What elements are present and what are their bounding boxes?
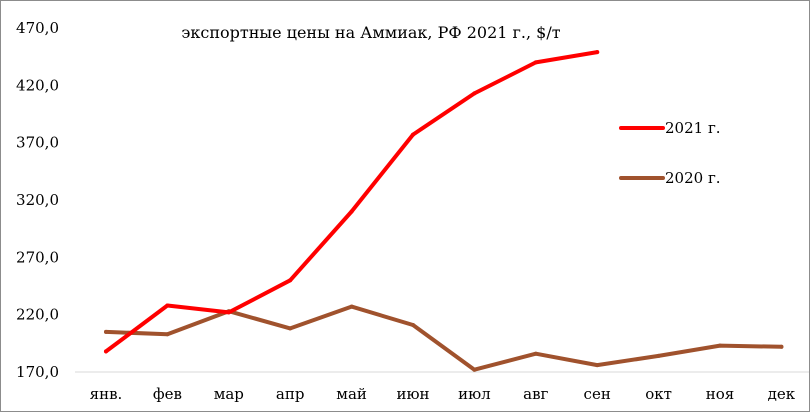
y-tick-label: 320,0 — [16, 191, 59, 209]
data-point — [595, 50, 600, 55]
x-tick-label: июн — [396, 385, 429, 403]
x-tick-labels: янв. фев мар апр май июн июл авг сен окт ноя дек — [90, 385, 796, 403]
y-tick-label: 470,0 — [16, 19, 59, 37]
data-point — [288, 326, 293, 331]
data-point — [718, 343, 722, 348]
y-tick-labels: 170,0 220,0 270,0 320,0 370,0 420,0 470,0 — [16, 19, 59, 381]
x-tick-label: июл — [458, 385, 491, 403]
legend-label: 2021 г. — [665, 119, 721, 137]
data-point — [472, 91, 477, 96]
y-tick-label: 170,0 — [16, 363, 59, 381]
y-tick-label: 220,0 — [16, 306, 59, 324]
x-tick-label: дек — [768, 385, 796, 403]
data-point — [349, 304, 354, 309]
x-tick-label: фев — [153, 385, 182, 403]
data-point — [411, 132, 415, 137]
data-point — [226, 310, 231, 315]
x-tick-label: окт — [645, 385, 672, 403]
x-tick-label: мар — [214, 385, 244, 403]
x-tick-label: сен — [584, 385, 611, 403]
data-point — [472, 367, 477, 372]
x-tick-label: апр — [276, 385, 305, 403]
x-tick-label: авг — [523, 385, 548, 403]
y-tick-label: 370,0 — [16, 134, 59, 152]
data-point — [779, 344, 784, 349]
y-tick-label: 270,0 — [16, 248, 59, 266]
chart-title: экспортные цены на Аммиак, РФ 2021 г., $… — [181, 23, 560, 42]
x-tick-label: май — [336, 385, 367, 403]
y-tick-label: 420,0 — [16, 76, 59, 94]
data-point — [349, 209, 354, 214]
data-point — [533, 60, 538, 65]
data-point — [288, 278, 293, 283]
x-tick-label: янв. — [90, 385, 123, 403]
x-tick-label: ноя — [706, 385, 735, 403]
data-point — [165, 332, 170, 337]
data-point — [533, 351, 538, 356]
legend-label: 2020 г. — [665, 169, 721, 187]
data-point — [656, 353, 661, 358]
series-line-2020 — [104, 304, 784, 372]
data-point — [104, 349, 108, 354]
legend: 2021 г. 2020 г. — [619, 119, 721, 187]
data-point — [411, 323, 415, 327]
data-point — [165, 303, 170, 308]
data-point — [595, 363, 600, 368]
series-lines — [104, 50, 784, 372]
data-point — [104, 329, 108, 334]
